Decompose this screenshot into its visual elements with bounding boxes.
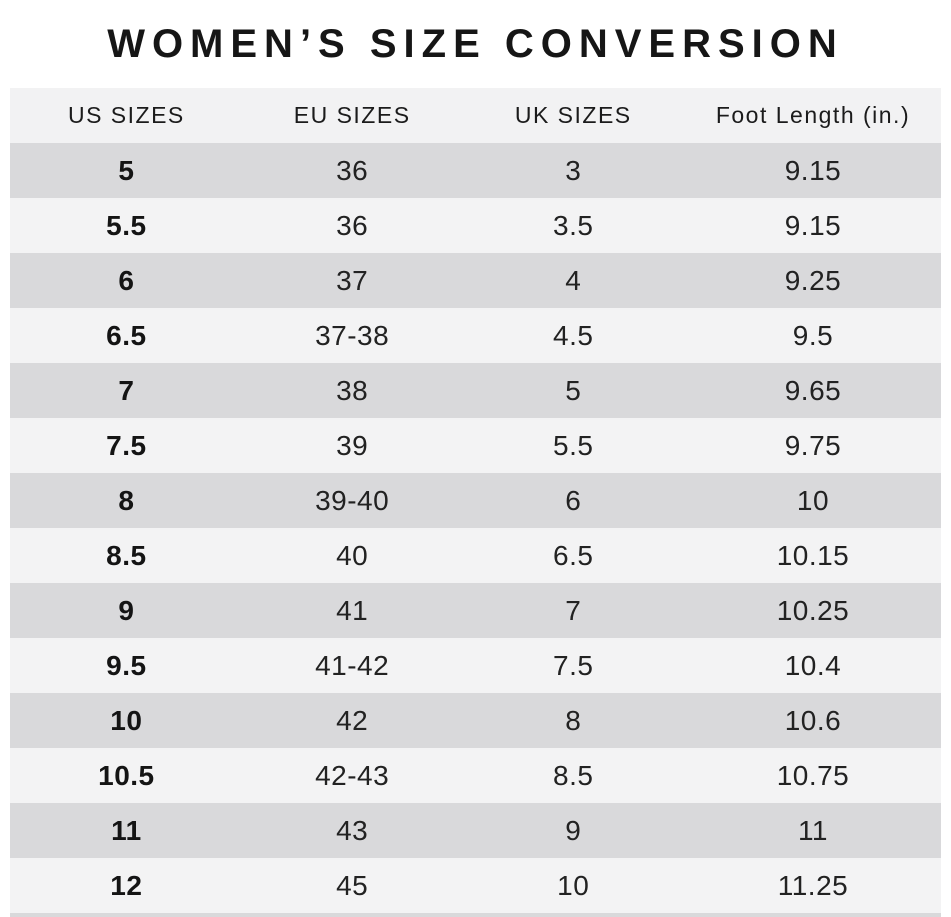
table-row: 8.5 40 6.5 10.15 [10, 528, 941, 583]
us-size-cell: 9.5 [106, 649, 147, 681]
us-size-cell: 10.5 [98, 759, 155, 791]
us-size-cell: 10 [110, 704, 143, 736]
page-title: WOMEN’S SIZE CONVERSION [107, 22, 844, 66]
foot-length-cell: 10.75 [776, 759, 850, 791]
uk-size-cell: 7 [565, 594, 582, 626]
eu-size-cell: 38 [336, 374, 369, 406]
eu-size-cell: 41-42 [315, 649, 390, 681]
table-row: 11 43 9 11 [10, 803, 941, 858]
foot-length-cell: 9.15 [784, 209, 842, 241]
uk-size-cell: 8 [565, 704, 582, 736]
foot-length-cell: 10.25 [776, 594, 850, 626]
us-size-cell: 9 [118, 594, 135, 626]
column-header-uk-sizes: UK SIZES [514, 102, 632, 128]
foot-length-cell: 10.4 [784, 649, 842, 681]
uk-size-cell: 4.5 [553, 319, 594, 351]
table-row: 6.5 37-38 4.5 9.5 [10, 308, 941, 363]
column-header-us-sizes: US SIZES [67, 102, 185, 128]
foot-length-cell: 10.6 [784, 704, 842, 736]
eu-size-cell: 41 [336, 594, 369, 626]
us-size-cell: 11 [111, 814, 142, 846]
uk-size-cell: 10 [557, 869, 590, 901]
table-row: 8 39-40 6 10 [10, 473, 941, 528]
table-header-row: US SIZES EU SIZES UK SIZES Foot Length (… [10, 88, 941, 143]
eu-size-cell: 42-43 [315, 759, 390, 791]
table-row: 9.5 41-42 7.5 10.4 [10, 638, 941, 693]
us-size-cell: 5.5 [106, 209, 147, 241]
table-row: 9 41 7 10.25 [10, 583, 941, 638]
next-row-edge [10, 913, 941, 917]
column-header-eu-sizes: EU SIZES [293, 102, 411, 128]
foot-length-cell: 10.15 [776, 539, 850, 571]
us-size-cell: 8 [118, 484, 135, 516]
eu-size-cell: 42 [336, 704, 369, 736]
foot-length-cell: 9.5 [792, 319, 834, 351]
size-conversion-table: US SIZES EU SIZES UK SIZES Foot Length (… [10, 88, 941, 917]
table-row: 7.5 39 5.5 9.75 [10, 418, 941, 473]
uk-size-cell: 3.5 [553, 209, 594, 241]
table-row: 10.5 42-43 8.5 10.75 [10, 748, 941, 803]
uk-size-cell: 9 [565, 814, 582, 846]
us-size-cell: 6 [118, 264, 135, 296]
uk-size-cell: 5 [565, 374, 582, 406]
eu-size-cell: 40 [336, 539, 369, 571]
uk-size-cell: 5.5 [553, 429, 594, 461]
foot-length-cell: 10 [796, 484, 830, 516]
us-size-cell: 8.5 [106, 539, 147, 571]
table-row: 10 42 8 10.6 [10, 693, 941, 748]
uk-size-cell: 6 [565, 484, 582, 516]
uk-size-cell: 4 [565, 264, 582, 296]
eu-size-cell: 36 [336, 154, 369, 186]
uk-size-cell: 3 [565, 154, 582, 186]
table-row: 12 45 10 11.25 [10, 858, 941, 913]
eu-size-cell: 45 [336, 869, 369, 901]
eu-size-cell: 39 [336, 429, 369, 461]
foot-length-cell: 9.65 [784, 374, 842, 406]
us-size-cell: 7 [118, 374, 135, 406]
foot-length-cell: 11.25 [777, 869, 849, 901]
column-header-foot-length: Foot Length (in.) [715, 102, 911, 128]
uk-size-cell: 8.5 [553, 759, 594, 791]
us-size-cell: 7.5 [106, 429, 147, 461]
foot-length-cell: 11 [797, 814, 829, 846]
foot-length-cell: 9.15 [784, 154, 842, 186]
us-size-cell: 6.5 [106, 319, 147, 351]
table-row: 7 38 5 9.65 [10, 363, 941, 418]
eu-size-cell: 37-38 [315, 319, 390, 351]
uk-size-cell: 7.5 [553, 649, 594, 681]
eu-size-cell: 43 [336, 814, 369, 846]
eu-size-cell: 39-40 [315, 484, 390, 516]
uk-size-cell: 6.5 [553, 539, 594, 571]
us-size-cell: 12 [110, 869, 143, 901]
eu-size-cell: 36 [336, 209, 369, 241]
us-size-cell: 5 [118, 154, 135, 186]
eu-size-cell: 37 [336, 264, 369, 296]
table-row: 5.5 36 3.5 9.15 [10, 198, 941, 253]
foot-length-cell: 9.25 [784, 264, 842, 296]
foot-length-cell: 9.75 [784, 429, 842, 461]
table-row: 6 37 4 9.25 [10, 253, 941, 308]
table-row: 5 36 3 9.15 [10, 143, 941, 198]
table-body: 5 36 3 9.15 5.5 36 3.5 9.15 6 37 4 9.25 6.5 37-38 4.5 9… [10, 143, 941, 913]
